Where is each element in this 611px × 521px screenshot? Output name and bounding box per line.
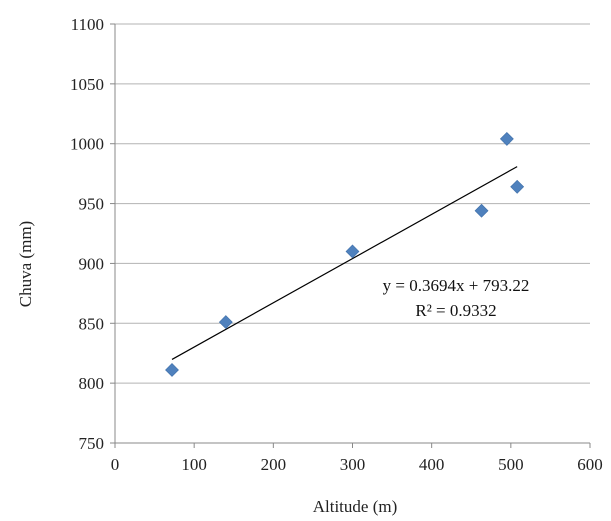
data-points: [165, 132, 525, 377]
data-point: [474, 203, 489, 218]
data-point: [510, 179, 525, 194]
y-tick-label: 1000: [70, 135, 104, 154]
y-tick-label: 950: [79, 195, 105, 214]
y-tick-label: 1050: [70, 75, 104, 94]
x-tick-label: 0: [111, 455, 120, 474]
x-tick-label: 300: [340, 455, 366, 474]
y-tick-label: 750: [79, 434, 105, 453]
trendline: [171, 166, 518, 360]
y-axis-title: Chuva (mm): [16, 221, 35, 307]
x-tick-label: 200: [261, 455, 287, 474]
axes: [110, 23, 591, 448]
r-squared-label: R² = 0.9332: [415, 301, 496, 320]
x-axis-title: Altitude (m): [313, 497, 398, 516]
tick-labels: 750 800 850 900 950 1000 1050 1100 0 100 200 300 400…: [70, 15, 603, 474]
x-tick-label: 500: [498, 455, 524, 474]
x-tick-label: 600: [577, 455, 603, 474]
data-point: [345, 244, 360, 259]
trendline-group: [171, 166, 518, 360]
data-point: [499, 132, 514, 146]
y-tick-label: 1100: [71, 15, 104, 34]
x-tick-label: 400: [419, 455, 445, 474]
y-tick-label: 800: [79, 374, 105, 393]
data-point: [165, 363, 179, 377]
y-tick-label: 850: [79, 314, 105, 333]
gridlines: [115, 23, 590, 444]
y-tick-label: 900: [79, 254, 105, 273]
data-point: [218, 315, 233, 330]
x-tick-label: 100: [181, 455, 207, 474]
trendline-equation: y = 0.3694x + 793.22: [383, 276, 530, 295]
